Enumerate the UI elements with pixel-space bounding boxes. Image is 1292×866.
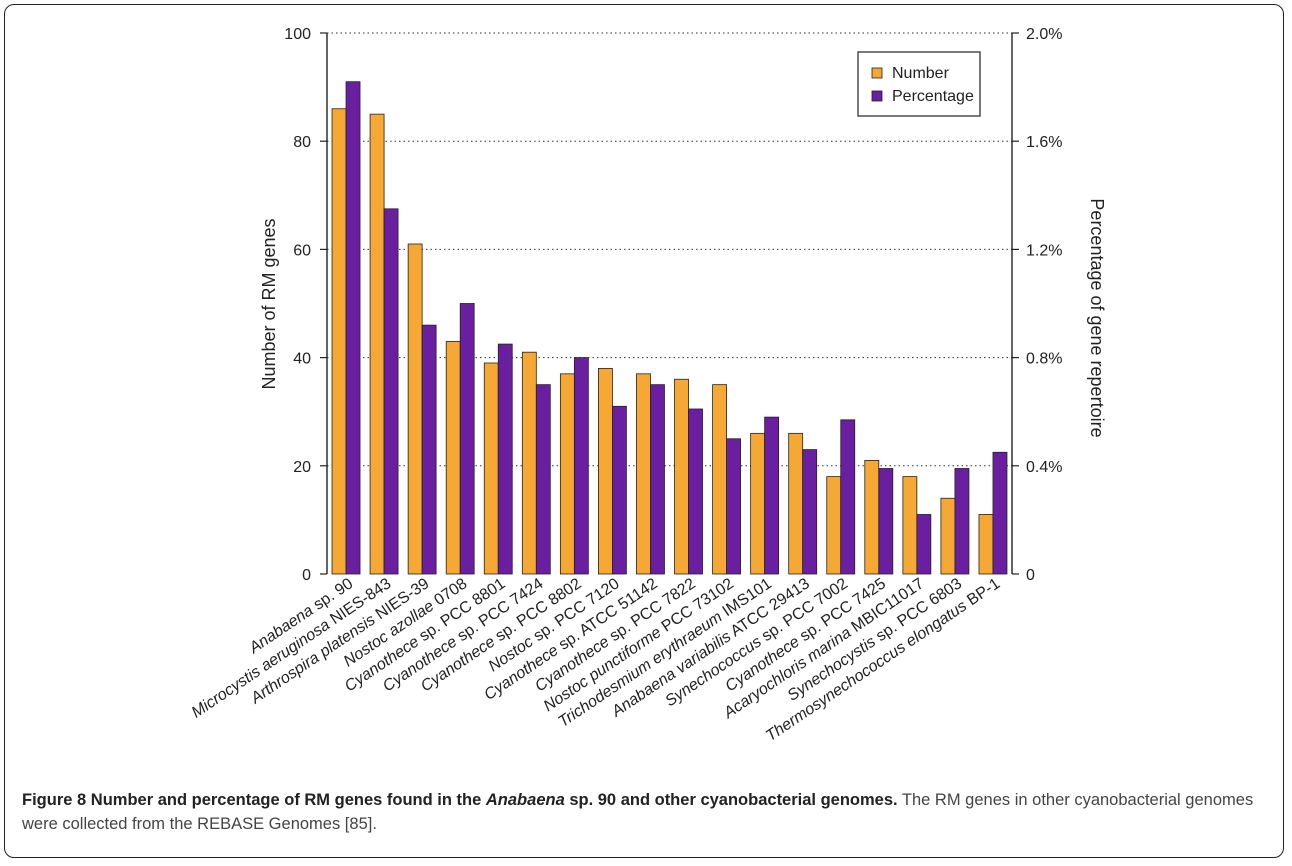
bar-number <box>674 378 689 575</box>
bar-percentage <box>916 514 932 575</box>
y2-tick-label: 0.4% <box>1026 459 1062 476</box>
legend-swatch-number <box>871 67 883 79</box>
y2-tick-label: 1.6% <box>1026 134 1062 151</box>
bar-percentage <box>459 303 475 575</box>
bar-number <box>445 340 461 575</box>
bar-number <box>864 459 880 575</box>
bar-number <box>788 432 804 575</box>
bar-number <box>750 432 766 575</box>
y-tick-label: 100 <box>284 26 311 43</box>
y-tick-label: 0 <box>302 567 311 584</box>
bar-number <box>636 373 651 575</box>
bar-percentage <box>878 468 894 575</box>
figure-frame <box>4 4 1284 858</box>
bar-percentage <box>535 384 551 575</box>
bar-number <box>826 476 842 575</box>
figure-caption: Figure 8 Number and percentage of RM gen… <box>22 788 1272 836</box>
y2-tick-label: 2.0% <box>1026 26 1062 43</box>
bar-number <box>598 368 613 575</box>
y-tick-label: 80 <box>293 134 311 151</box>
y2-tick-label: 0 <box>1026 567 1035 584</box>
caption-title: Figure 8 Number and percentage of RM gen… <box>22 791 898 809</box>
y-axis-title: Number of RM genes <box>259 218 279 389</box>
bar-percentage <box>802 449 818 575</box>
bar-number <box>902 476 918 575</box>
chart: 0 0 20 0.4% 40 0.8% 60 1.2% 80 1.6% 100 2.0% Anabae… <box>189 26 1107 745</box>
y2-axis-title: Percentage of gene repertoire <box>1087 198 1107 437</box>
legend: Number Percentage <box>857 51 981 117</box>
legend-box <box>857 51 981 117</box>
bar-percentage <box>650 384 665 575</box>
bar-number <box>712 384 727 575</box>
y2-tick-label: 1.2% <box>1026 242 1062 259</box>
bar-percentage <box>840 419 856 575</box>
legend-label-percentage: Percentage <box>892 88 974 105</box>
caption-body: The RM genes in other cyanobacterial gen… <box>22 791 1254 833</box>
bar-number <box>483 362 499 575</box>
bars <box>331 81 1008 575</box>
caption-title-italic: Anabaena <box>485 791 565 809</box>
caption-title-pre: Number and percentage of RM genes found … <box>86 791 486 809</box>
bar-number <box>559 373 575 575</box>
y2-tick-label: 0.8% <box>1026 351 1062 368</box>
y-tick-label: 60 <box>293 242 311 259</box>
legend-label-number: Number <box>892 65 950 82</box>
bar-percentage <box>573 357 589 575</box>
legend-swatch-percentage <box>871 90 883 102</box>
caption-label: Figure 8 <box>22 791 87 809</box>
bar-percentage <box>726 438 741 575</box>
bar-percentage <box>497 343 513 575</box>
bar-percentage <box>954 468 970 575</box>
tick-labels: 0 0 20 0.4% 40 0.8% 60 1.2% 80 1.6% 100 2.0% <box>284 26 1062 584</box>
bar-number <box>940 497 956 575</box>
bar-number <box>369 113 385 575</box>
bar-percentage <box>764 416 780 575</box>
bar-number <box>521 351 537 575</box>
bar-percentage <box>688 408 703 575</box>
bar-percentage <box>612 405 627 575</box>
bar-percentage <box>992 451 1008 575</box>
y-tick-label: 40 <box>293 351 311 368</box>
bar-number <box>978 514 994 575</box>
bar-percentage <box>421 324 437 575</box>
category-label-rest: BP-1 <box>961 575 1004 612</box>
bar-number <box>331 108 347 575</box>
bar-percentage <box>345 81 361 575</box>
bar-percentage <box>383 208 399 575</box>
axes <box>320 32 1019 575</box>
caption-title-post: sp. 90 and other cyanobacterial genomes. <box>564 791 898 809</box>
y-tick-label: 20 <box>293 459 311 476</box>
gridlines <box>327 32 1012 467</box>
bar-number <box>407 243 423 575</box>
